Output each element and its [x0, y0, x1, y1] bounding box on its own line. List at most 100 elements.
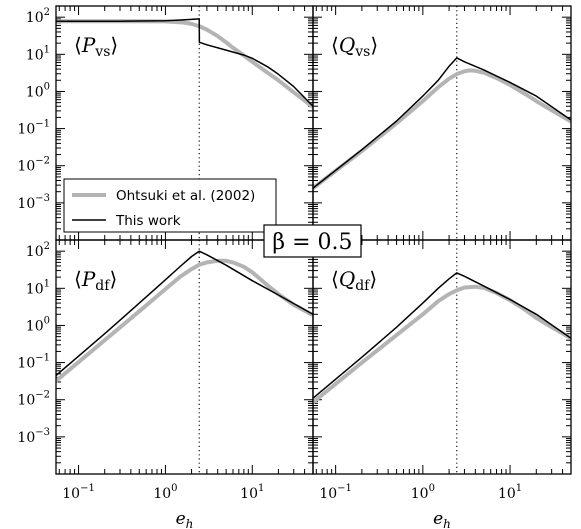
label-sub: vs: [354, 44, 370, 60]
panel-label-pdf: ⟨Pdf⟩: [74, 267, 117, 294]
beta-label: β = 0.5: [272, 230, 352, 255]
tick-exp: 0: [171, 483, 177, 494]
legend: Ohtsuki et al. (2002) This work: [63, 178, 277, 233]
label-sub: df: [355, 278, 371, 294]
tick-exp: −3: [35, 427, 50, 438]
xlabel-sub: h: [186, 517, 194, 529]
series-line-ohtsuki: [313, 68, 571, 191]
label-main: P: [81, 267, 96, 291]
tick-exp: −1: [35, 353, 50, 364]
panel-label-qdf: ⟨Qdf⟩: [331, 267, 377, 294]
tick-exp: 2: [44, 241, 50, 252]
tick-exp: 2: [44, 7, 50, 18]
tick-exp: −3: [35, 193, 50, 204]
panel-label-pvs: ⟨Pvs⟩: [74, 33, 118, 60]
tick-exp: 1: [516, 483, 522, 494]
tick-base: 10: [498, 486, 516, 502]
panel-qdf: ⟨Qdf⟩: [312, 239, 572, 475]
tick-base: 10: [26, 84, 44, 100]
series-line-this-work: [56, 250, 313, 377]
tick-exp: −1: [35, 119, 50, 130]
series-line-ohtsuki: [313, 284, 571, 405]
tick-base: 10: [17, 393, 35, 409]
tick-exp: −1: [337, 483, 352, 494]
panel-pvs: ⟨Pvs⟩: [55, 5, 314, 241]
series-group: [313, 57, 571, 191]
y-tick-label: 100: [26, 81, 50, 100]
y-tick-label: 100: [26, 315, 50, 334]
angle-open: ⟨: [331, 267, 339, 291]
label-main: Q: [339, 267, 355, 291]
tick-base: 10: [26, 318, 44, 334]
tick-exp: 0: [44, 315, 50, 326]
tick-base: 10: [62, 486, 80, 502]
y-tick-label: 10−2: [17, 156, 50, 175]
x-tick-label: 100: [153, 483, 177, 502]
y-tick-label: 101: [26, 278, 50, 297]
tick-exp: 1: [44, 278, 50, 289]
tick-base: 10: [17, 356, 35, 372]
beta-box: [263, 224, 362, 258]
xlabel-sub: h: [443, 517, 451, 529]
tick-exp: 0: [429, 483, 435, 494]
y-tick-label: 10−2: [17, 390, 50, 409]
series-line-ohtsuki: [56, 19, 313, 110]
tick-base: 10: [153, 486, 171, 502]
y-tick-label: 10−3: [17, 193, 50, 212]
angle-open: ⟨: [74, 33, 82, 57]
tick-base: 10: [26, 244, 44, 260]
series-line-this-work: [313, 272, 571, 399]
x-tick-label: 101: [240, 483, 264, 502]
legend-box: [63, 178, 277, 233]
tick-exp: 0: [44, 81, 50, 92]
tick-base: 10: [17, 159, 35, 175]
series-group: [313, 272, 571, 405]
y-tick-label: 10−1: [17, 353, 50, 372]
label-sub: vs: [94, 44, 110, 60]
y-tick-label: 102: [26, 7, 50, 26]
tick-base: 10: [17, 430, 35, 446]
tick-base: 10: [17, 122, 35, 138]
y-tick-label: 10−1: [17, 119, 50, 138]
x-tick-label: 10−1: [62, 483, 95, 502]
label-main: Q: [339, 33, 355, 57]
xlabel-main: e: [433, 509, 443, 529]
legend-label-ohtsuki: Ohtsuki et al. (2002): [116, 188, 255, 204]
angle-open: ⟨: [331, 33, 339, 57]
tick-base: 10: [26, 10, 44, 26]
panel-label-qvs: ⟨Qvs⟩: [331, 33, 378, 60]
panel-qvs: ⟨Qvs⟩: [312, 5, 572, 241]
tick-base: 10: [319, 486, 337, 502]
x-tick-label: 100: [411, 483, 435, 502]
x-axis-label: eh: [433, 509, 451, 529]
angle-close: ⟩: [109, 267, 117, 291]
tick-exp: 1: [258, 483, 264, 494]
y-tick-label: 101: [26, 44, 50, 63]
tick-base: 10: [240, 486, 258, 502]
angle-open: ⟨: [74, 267, 82, 291]
series-group: [56, 250, 313, 383]
tick-base: 10: [26, 281, 44, 297]
tick-base: 10: [17, 196, 35, 212]
beta-annotation: β = 0.5: [263, 224, 362, 258]
label-main: P: [81, 33, 96, 57]
angle-close: ⟩: [110, 33, 118, 57]
tick-exp: 1: [44, 44, 50, 55]
y-tick-label: 10−3: [17, 427, 50, 446]
series-line-this-work: [56, 18, 313, 107]
x-axis-label: eh: [176, 509, 194, 529]
xlabel-main: e: [176, 509, 186, 529]
angle-close: ⟩: [369, 267, 377, 291]
panel-pdf: ⟨Pdf⟩: [55, 239, 314, 475]
angle-close: ⟩: [370, 33, 378, 57]
tick-exp: −2: [35, 156, 50, 167]
label-sub: df: [95, 278, 111, 294]
series-line-this-work: [313, 57, 571, 189]
tick-exp: −2: [35, 390, 50, 401]
y-tick-label: 102: [26, 241, 50, 260]
tick-base: 10: [26, 47, 44, 63]
series-group: [56, 18, 313, 110]
axes-frame: [312, 239, 572, 475]
tick-base: 10: [411, 486, 429, 502]
